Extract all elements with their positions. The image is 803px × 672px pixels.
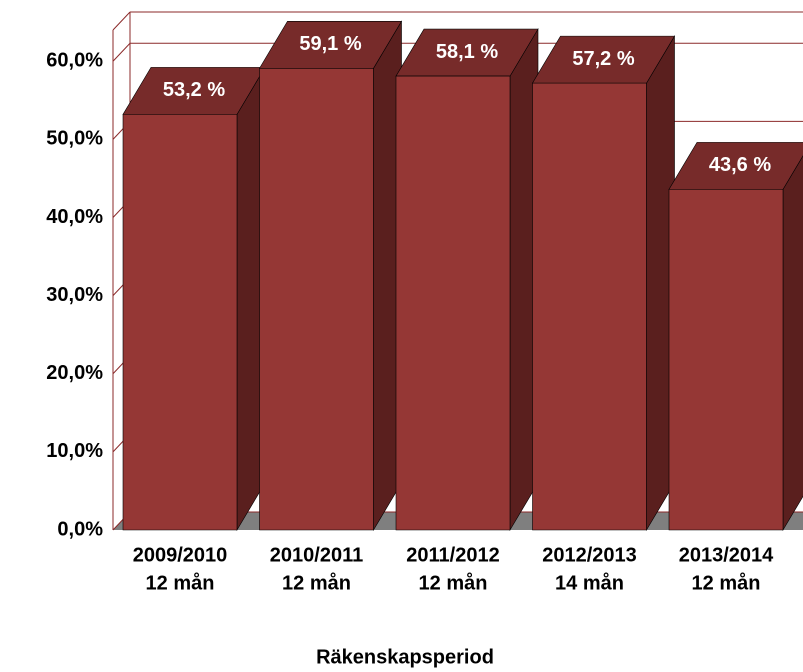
y-tick-label: 20,0% — [46, 362, 103, 384]
bar-side — [782, 155, 803, 532]
x-tick-label: 14 mån — [555, 571, 624, 594]
bar-front — [259, 67, 374, 531]
x-tick-label: 12 mån — [419, 571, 488, 594]
value-label: 59,1 % — [299, 33, 361, 55]
value-label: 43,6 % — [709, 154, 771, 176]
bar — [258, 20, 403, 532]
y-tick-label: 60,0% — [46, 50, 103, 72]
x-tick-label: 12 mån — [282, 571, 351, 594]
grid-line — [112, 42, 131, 62]
value-label: 57,2 % — [572, 48, 634, 70]
y-tick-label: 30,0% — [46, 284, 103, 306]
x-tick-label: 12 mån — [146, 571, 215, 594]
y-tick-label: 10,0% — [46, 440, 103, 462]
bar-front — [122, 114, 238, 531]
x-axis-title: Räkenskapsperiod — [316, 646, 494, 668]
bar — [122, 66, 266, 532]
x-tick-label: 2009/2010 — [133, 544, 228, 566]
bar-front — [668, 189, 784, 531]
x-tick-label: 2012/2013 — [542, 544, 637, 566]
x-tick-label: 2013/2014 — [679, 544, 774, 566]
y-tick-label: 40,0% — [46, 206, 103, 228]
wall-edge — [112, 11, 131, 31]
y-tick-label: 50,0% — [46, 128, 103, 150]
bar — [668, 142, 803, 532]
bar-front — [532, 82, 647, 531]
x-tick-label: 12 mån — [692, 571, 761, 594]
value-label: 53,2 % — [163, 79, 225, 101]
y-tick-label: 0,0% — [57, 518, 103, 540]
bar-front — [395, 75, 511, 531]
x-tick-label: 2010/2011 — [270, 544, 363, 566]
bar — [395, 28, 539, 532]
value-label: 58,1 % — [436, 41, 498, 63]
bar — [531, 35, 676, 532]
x-tick-label: 2011/2012 — [406, 544, 499, 566]
